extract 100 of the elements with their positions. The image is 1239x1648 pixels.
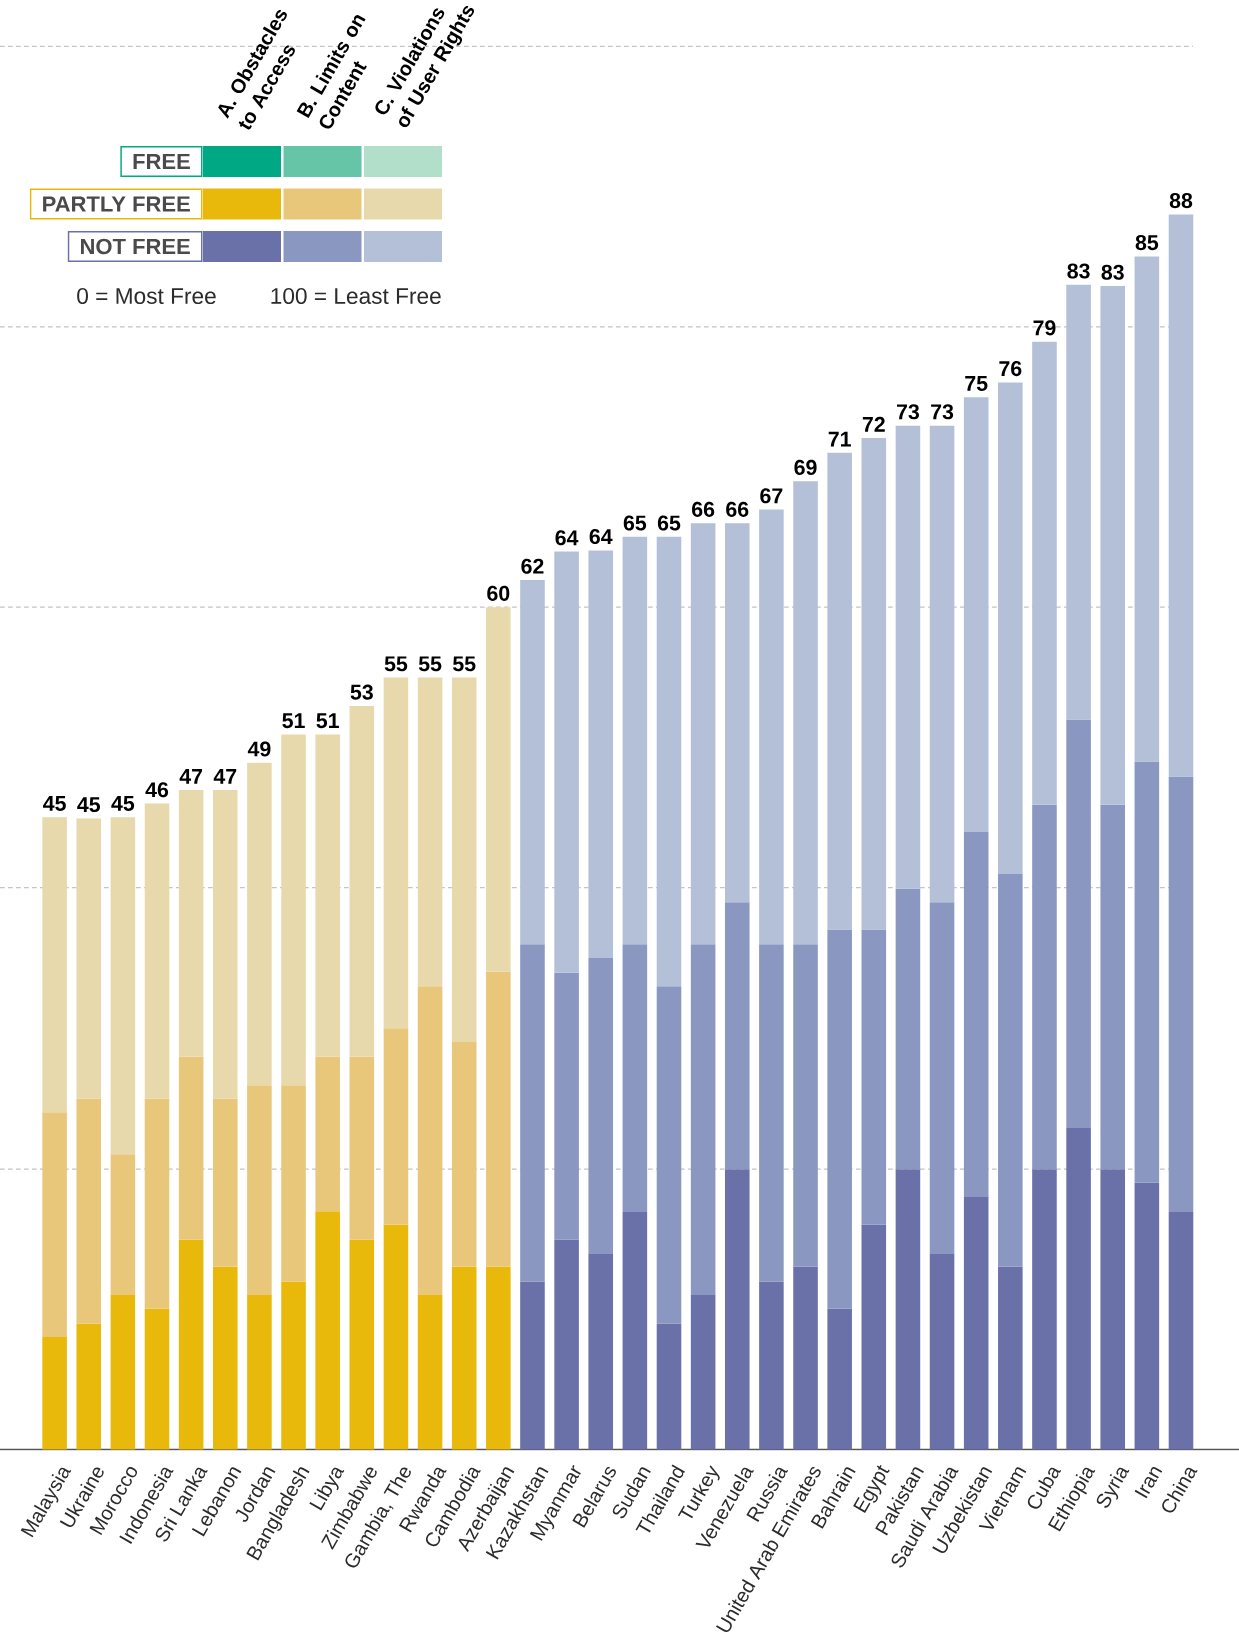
- bar: [759, 509, 784, 945]
- bar: [895, 425, 921, 889]
- bar: [554, 1239, 579, 1450]
- bar: [42, 817, 67, 1113]
- annotation: 67: [760, 488, 783, 504]
- bar: [963, 831, 989, 1197]
- annotation: 71: [828, 431, 851, 447]
- annotation: 46: [145, 782, 169, 798]
- bar: [486, 1266, 511, 1450]
- annotation: 88: [1169, 193, 1193, 209]
- bar: [349, 705, 375, 1057]
- bar: [76, 1098, 102, 1324]
- bar: [281, 1085, 306, 1282]
- bar: [1100, 286, 1126, 805]
- bar: [178, 1239, 204, 1450]
- bar: [349, 1056, 375, 1240]
- bar: [861, 437, 887, 930]
- annotation: 85: [1135, 235, 1159, 251]
- bar: [724, 523, 750, 903]
- bar: [588, 1253, 614, 1450]
- annotation: 69: [794, 459, 817, 475]
- annotation: 55: [418, 656, 442, 672]
- bar: [963, 397, 989, 832]
- annotation: 66: [726, 501, 749, 517]
- bar: [383, 1224, 409, 1450]
- bar: [588, 550, 614, 958]
- bar: [281, 1281, 306, 1450]
- bar: [656, 986, 682, 1324]
- legend-label: PARTLY FREE: [43, 196, 190, 212]
- bar: [998, 382, 1023, 874]
- bar: [76, 818, 102, 1099]
- annotation: 73: [931, 404, 954, 420]
- annotation: 55: [384, 656, 408, 672]
- annotation: 66: [692, 501, 715, 517]
- bar: [247, 1085, 272, 1296]
- annotation: 73: [896, 404, 920, 420]
- bar: [383, 677, 409, 1029]
- x-tick-label: Iran: [1134, 1466, 1163, 1499]
- bar: [1066, 719, 1091, 1128]
- bar: [520, 944, 545, 1282]
- bar: [520, 580, 545, 945]
- bar: [247, 762, 272, 1086]
- annotation: 65: [657, 515, 681, 531]
- annotation: 45: [77, 797, 101, 813]
- annotation: 0 = Most Free: [77, 287, 216, 305]
- annotation: 60: [487, 585, 510, 601]
- bar: [383, 1028, 409, 1225]
- annotation: 45: [111, 795, 135, 811]
- bar: [1100, 1169, 1126, 1450]
- bar: [554, 551, 579, 973]
- bar: [793, 481, 818, 945]
- bar: [110, 1154, 136, 1296]
- bar: [690, 1295, 716, 1450]
- bar: [144, 1098, 170, 1309]
- legend-label: NOT FREE: [81, 238, 190, 255]
- bar: [520, 1281, 545, 1450]
- bar: [1066, 1127, 1091, 1450]
- bar: [144, 1308, 170, 1450]
- bar: [622, 1211, 648, 1450]
- bar: [451, 1041, 477, 1267]
- annotation: 45: [43, 795, 66, 811]
- legend-label: FREE: [133, 153, 190, 170]
- bar: [1066, 284, 1091, 720]
- bar: [486, 607, 511, 972]
- bar: [451, 1266, 477, 1450]
- annotation: 47: [179, 769, 203, 784]
- bar: [656, 536, 682, 987]
- bar: [793, 944, 818, 1267]
- bar: [178, 789, 204, 1057]
- bar: [315, 734, 340, 1057]
- bar: [212, 1266, 238, 1450]
- annotation: 64: [555, 530, 579, 546]
- bar: [588, 957, 614, 1254]
- bar: [247, 1295, 272, 1450]
- bar: [349, 1239, 375, 1450]
- bar: [315, 1211, 340, 1450]
- bar: [929, 425, 955, 903]
- bar: [827, 1308, 852, 1450]
- bar: [1134, 761, 1160, 1183]
- bar: [144, 803, 170, 1099]
- bar: [42, 1337, 67, 1450]
- bar: [1134, 256, 1160, 762]
- bar: [281, 734, 306, 1086]
- bar: [690, 523, 716, 945]
- bar: [656, 1323, 682, 1450]
- bar: [861, 929, 887, 1225]
- annotation: 76: [999, 361, 1022, 377]
- bar: [827, 929, 852, 1309]
- bar: [1032, 804, 1057, 1170]
- bar: [861, 1224, 887, 1450]
- annotation: 75: [965, 376, 988, 391]
- bar: [42, 1112, 67, 1338]
- bar: [554, 972, 579, 1240]
- bar: [929, 902, 955, 1254]
- bar: [417, 677, 443, 987]
- annotation: 51: [316, 713, 339, 729]
- bar: [622, 536, 648, 945]
- bar: [417, 986, 443, 1296]
- bar: [212, 1098, 238, 1267]
- bar: [417, 1295, 443, 1450]
